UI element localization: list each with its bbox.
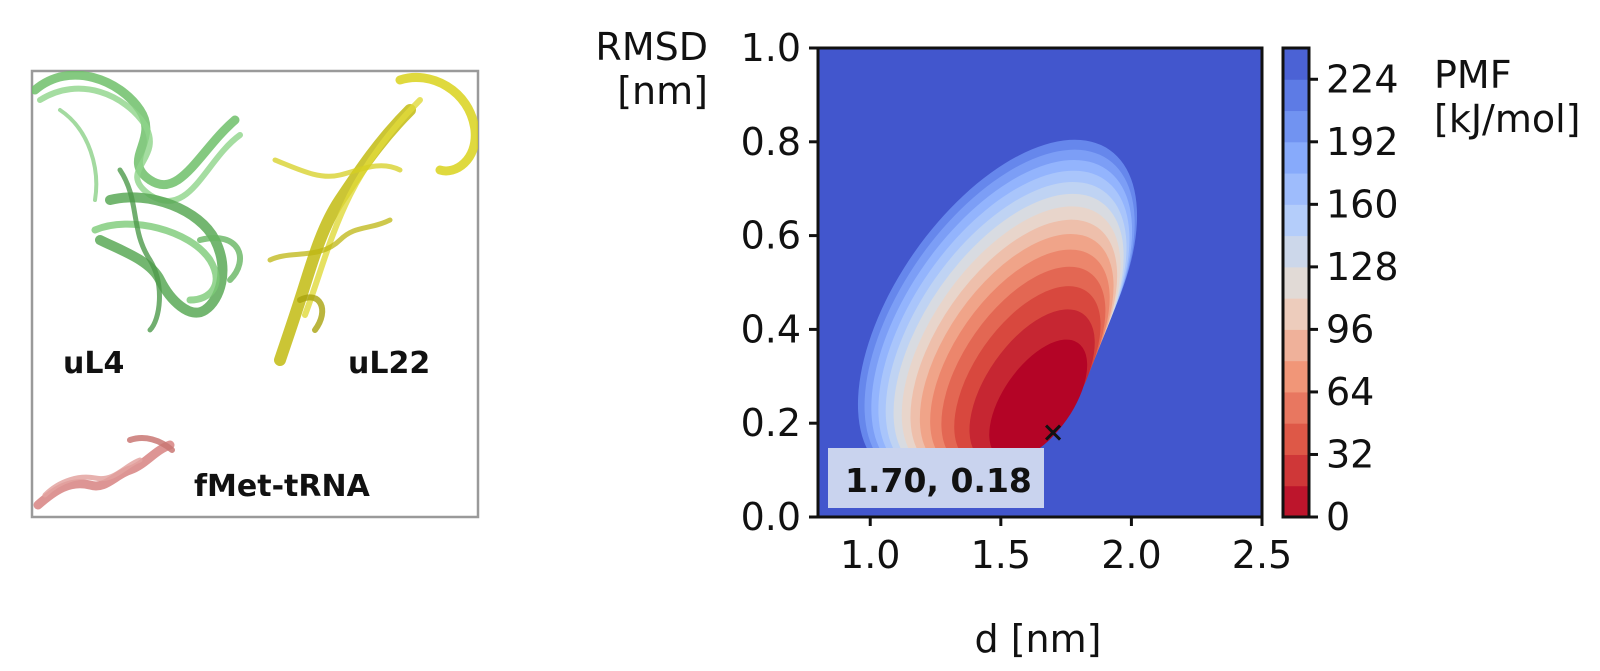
- minimum-marker: [1044, 424, 1062, 441]
- colorbar-label-line2: [kJ/mol]: [1434, 97, 1581, 141]
- colorbar-tick-label: 224: [1326, 57, 1399, 101]
- ul22-label: uL22: [348, 346, 430, 381]
- ul4-structure: [32, 71, 243, 333]
- trna-label: fMet-tRNA: [194, 469, 371, 504]
- minimum-marker-stroke-b: [1044, 424, 1062, 441]
- colorbar-band: [1283, 173, 1309, 205]
- ul22-structure: [267, 72, 478, 366]
- pmf-level-band: [989, 339, 1088, 461]
- structure-panel: uL4 uL22 fMet-tRNA: [30, 69, 480, 519]
- colorbar-band: [1283, 79, 1309, 112]
- y-tick-label: 0.0: [741, 495, 801, 539]
- colorbar-ticks: 0 32 64 96 128 160 192 224: [1309, 57, 1399, 539]
- colorbar-levels: [1283, 48, 1309, 518]
- ul4-label: uL4: [63, 346, 124, 381]
- colorbar-tick-label: 96: [1326, 307, 1374, 351]
- colorbar-band: [1283, 485, 1309, 518]
- colorbar-tick-label: 0: [1326, 495, 1350, 539]
- y-tick-label: 0.6: [741, 214, 801, 258]
- colorbar-band: [1283, 423, 1309, 455]
- minimum-annotation-text: 1.70, 0.18: [845, 461, 1032, 500]
- pmf-chart: 1.70, 0.18 1.0 1.5 2.0 2.5 0.0 0.2 0.4 0.6 0.8 1…: [595, 25, 1292, 661]
- trna-structure: [33, 435, 175, 510]
- y-axis: 0.0 0.2 0.4 0.6 0.8 1.0: [741, 26, 818, 539]
- pmf-contour-layer: [818, 48, 1262, 517]
- colorbar-tick-label: 160: [1326, 182, 1399, 226]
- colorbar-band: [1283, 391, 1309, 424]
- colorbar: 0 32 64 96 128 160 192 224 PMF [kJ/mol]: [1281, 46, 1581, 539]
- x-axis: 1.0 1.5 2.0 2.5: [840, 517, 1292, 577]
- colorbar-band: [1283, 48, 1309, 80]
- y-axis-label-line1: RMSD: [595, 25, 708, 69]
- colorbar-band: [1283, 141, 1309, 174]
- y-tick-label: 0.4: [741, 307, 801, 351]
- plot-frame: [816, 46, 1264, 519]
- colorbar-label-line1: PMF: [1434, 53, 1512, 97]
- colorbar-frame: [1281, 46, 1311, 519]
- y-axis-label-line2: [nm]: [617, 69, 708, 113]
- colorbar-band: [1283, 298, 1309, 330]
- colorbar-band: [1283, 266, 1309, 299]
- structure-panel-frame: [30, 69, 480, 519]
- colorbar-tick-label: 128: [1326, 245, 1399, 289]
- colorbar-band: [1283, 204, 1309, 237]
- colorbar-tick-label: 64: [1326, 370, 1374, 414]
- x-tick-label: 2.0: [1101, 533, 1161, 577]
- colorbar-band: [1283, 329, 1309, 362]
- minimum-annotation-box: [828, 448, 1044, 508]
- x-axis-label: d [nm]: [975, 617, 1102, 661]
- x-tick-label: 1.5: [971, 533, 1031, 577]
- y-tick-label: 0.2: [741, 401, 801, 445]
- x-tick-label: 1.0: [840, 533, 900, 577]
- minimum-annotation: 1.70, 0.18: [828, 448, 1044, 508]
- colorbar-tick-label: 192: [1326, 120, 1399, 164]
- colorbar-band: [1283, 235, 1309, 268]
- colorbar-band: [1283, 360, 1309, 393]
- colorbar-band: [1283, 454, 1309, 487]
- colorbar-tick-label: 32: [1326, 432, 1374, 476]
- y-tick-label: 0.8: [741, 120, 801, 164]
- x-tick-label: 2.5: [1232, 533, 1292, 577]
- colorbar-band: [1283, 110, 1309, 143]
- y-tick-label: 1.0: [741, 26, 801, 70]
